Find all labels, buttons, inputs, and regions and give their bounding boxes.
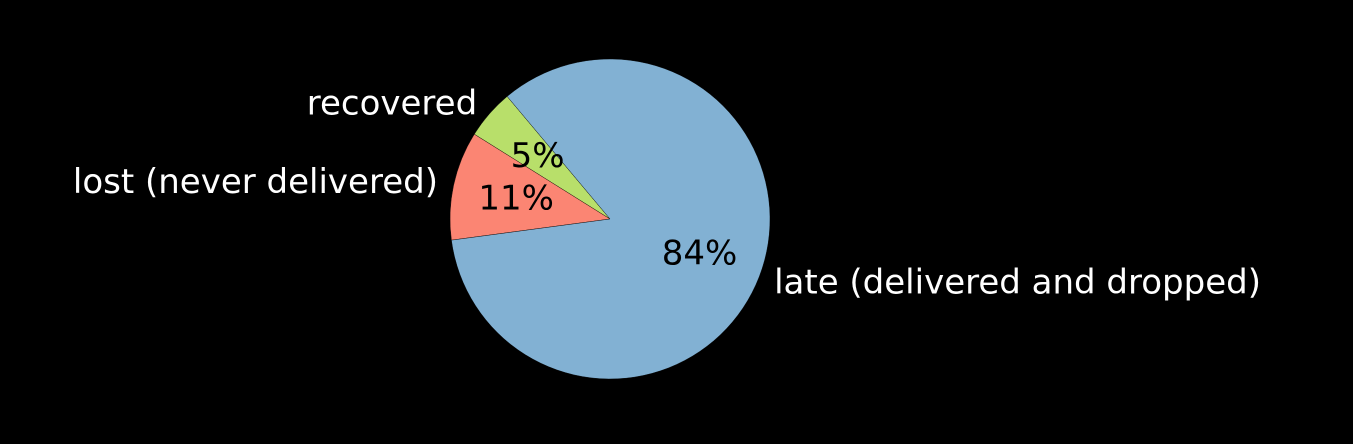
- pie-category-label-recovered: recovered: [307, 84, 477, 124]
- pie-pct-label-late-delivered-and-dropped: 84%: [662, 234, 738, 274]
- pie-pct-label-recovered: 5%: [511, 136, 565, 176]
- pie-slice-lost-never-delivered: [449, 133, 611, 241]
- pie-category-label-late-delivered-and-dropped: late (delivered and dropped): [774, 263, 1261, 303]
- pie-pct-label-lost-never-delivered: 11%: [478, 179, 554, 219]
- pie-slices: [449, 58, 771, 380]
- pie-slice-late-delivered-and-dropped: [451, 58, 771, 380]
- pie-labels: 5% recovered 11% lost (never delivered) 84% l…: [73, 84, 1261, 303]
- pie-category-label-lost-never-delivered: lost (never delivered): [73, 162, 438, 202]
